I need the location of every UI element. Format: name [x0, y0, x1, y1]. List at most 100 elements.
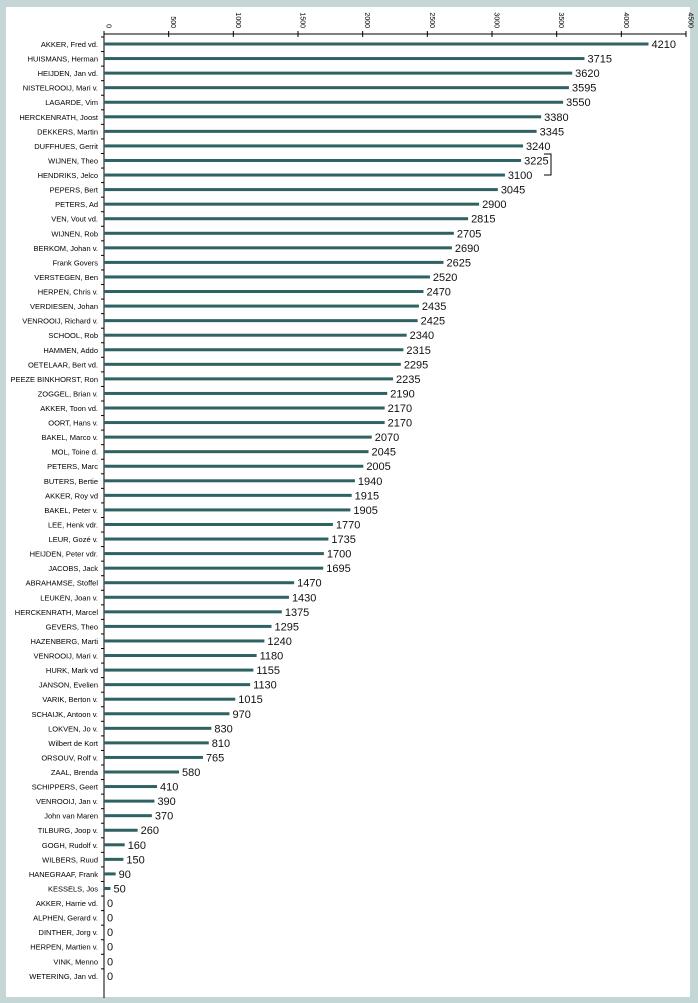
category-label: ZAAL, Brenda: [51, 768, 99, 777]
value-label: 1915: [355, 490, 379, 502]
category-label: VARIK, Berton v.: [42, 695, 98, 704]
category-label: BAKEL, Marco v.: [41, 433, 98, 442]
bar: [104, 406, 385, 410]
bar: [104, 377, 394, 381]
bar: [104, 683, 251, 687]
x-tick-label: 2000: [363, 12, 370, 28]
category-label: LEE, Henk vdr.: [48, 520, 98, 529]
category-label: WETERING, Jan vd.: [29, 972, 98, 981]
bar: [104, 217, 469, 221]
bar: [104, 246, 452, 250]
category-label: HUISMANS, Herman: [28, 55, 98, 64]
bar: [104, 57, 585, 61]
x-tick-label: 3500: [557, 12, 564, 28]
bar: [104, 872, 116, 876]
category-label: HURK, Mark vd: [46, 666, 98, 675]
category-label: HERCKENRATH, Joost: [19, 113, 99, 122]
value-label: 2435: [422, 301, 446, 313]
value-label: 3595: [572, 83, 596, 95]
bar: [104, 71, 573, 75]
bar: [104, 304, 419, 308]
category-label: HAMMEN, Addo: [43, 346, 98, 355]
category-label: GEVERS, Theo: [46, 622, 98, 631]
category-label: Frank Govers: [53, 258, 99, 267]
category-label: BERKOM, Johan v.: [34, 244, 98, 253]
value-label: 2315: [406, 345, 430, 357]
category-label: ALPHEN, Gerard v.: [33, 914, 98, 923]
bar: [104, 522, 333, 526]
value-label: 150: [126, 854, 144, 866]
category-label: LOKVEN, Jo v.: [48, 724, 98, 733]
value-label: 2295: [404, 359, 428, 371]
bar: [104, 362, 401, 366]
category-label: ABRAHAMSE, Stoffel: [26, 579, 99, 588]
bar: [104, 479, 355, 483]
value-label: 1770: [336, 519, 360, 531]
value-label: 1130: [253, 680, 277, 692]
value-label: 4210: [651, 39, 675, 51]
category-label: WIJNEN, Rob: [51, 229, 98, 238]
bar: [104, 129, 537, 133]
bar: [104, 144, 524, 148]
chart-panel: [6, 7, 690, 997]
bar: [104, 158, 522, 162]
bar: [104, 421, 385, 425]
bar: [104, 173, 505, 177]
bar: [104, 537, 329, 541]
value-label: 2520: [433, 272, 457, 284]
value-label: 1470: [297, 578, 321, 590]
category-label: TILBURG, Joop v.: [38, 826, 98, 835]
bar: [104, 624, 272, 628]
category-label: AKKER, Fred vd.: [41, 40, 98, 49]
value-label: 0: [107, 971, 113, 983]
x-tick-label: 3000: [493, 12, 500, 28]
category-label: OORT, Hans v.: [48, 419, 98, 428]
bar: [104, 712, 230, 716]
bar: [104, 668, 254, 672]
category-label: LEUKEN, Joan v.: [40, 593, 98, 602]
category-label: HERPEN, Chris v.: [38, 288, 98, 297]
value-label: 2005: [366, 461, 390, 473]
value-label: 260: [141, 825, 159, 837]
bar: [104, 42, 649, 46]
category-label: HEIJDEN, Peter vdr.: [30, 550, 98, 559]
category-label: MOL, Toine d.: [51, 448, 98, 457]
value-label: 1180: [260, 651, 284, 663]
value-label: 2340: [410, 330, 434, 342]
value-label: 2045: [371, 447, 395, 459]
bar: [104, 115, 542, 119]
value-label: 2170: [388, 403, 412, 415]
category-label: NISTELROOIJ, Mari v.: [23, 84, 98, 93]
category-label: VERSTEGEN, Ben: [34, 273, 98, 282]
x-tick-label: 1000: [234, 12, 241, 28]
bar: [104, 508, 351, 512]
value-label: 50: [113, 883, 125, 895]
value-label: 390: [157, 796, 175, 808]
bar: [104, 785, 158, 789]
category-label: DINTHER, Jorg v.: [39, 928, 98, 937]
value-label: 2690: [455, 243, 479, 255]
bar: [104, 799, 155, 803]
category-label: SCHAIJK, Antoon v.: [31, 710, 98, 719]
category-label: HERPEN, Martien v.: [30, 943, 98, 952]
value-label: 3045: [501, 185, 525, 197]
category-label: John van Maren: [44, 812, 98, 821]
bar: [104, 726, 212, 730]
bar: [104, 595, 289, 599]
value-label: 2425: [421, 316, 445, 328]
category-label: VERDIESEN, Johan: [30, 302, 98, 311]
value-label: 3240: [526, 141, 550, 153]
category-label: SCHOOL, Rob: [48, 331, 98, 340]
category-label: AKKER, Roy vd: [45, 491, 98, 500]
category-label: SCHIPPERS, Geert: [32, 783, 99, 792]
bar: [104, 697, 236, 701]
bar: [104, 348, 404, 352]
bar: [104, 260, 444, 264]
value-label: 3225: [524, 155, 548, 167]
category-label: VENROOIJ, Richard v.: [22, 317, 98, 326]
value-label: 1375: [285, 607, 309, 619]
bar: [104, 100, 564, 104]
value-label: 1700: [327, 549, 351, 561]
value-label: 0: [107, 942, 113, 954]
